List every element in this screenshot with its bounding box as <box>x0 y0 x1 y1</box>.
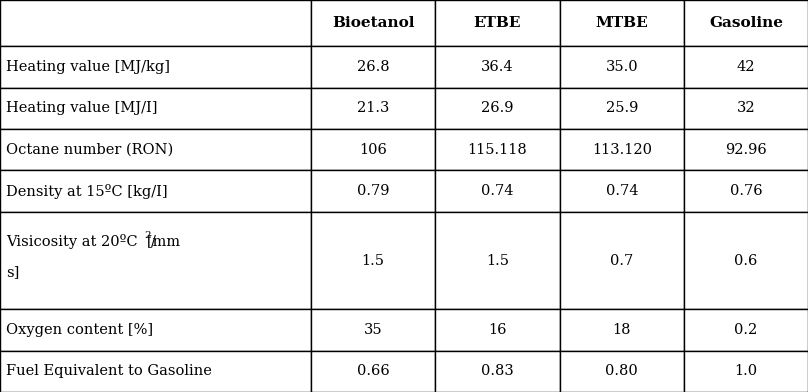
Text: 35.0: 35.0 <box>605 60 638 74</box>
Text: 0.79: 0.79 <box>357 184 389 198</box>
Text: 0.66: 0.66 <box>357 364 389 378</box>
Bar <box>0 350 311 392</box>
Text: 1.5: 1.5 <box>486 254 509 267</box>
Text: 35: 35 <box>364 323 382 337</box>
Bar <box>0 88 311 129</box>
Bar <box>436 212 560 309</box>
Text: 113.120: 113.120 <box>591 143 652 157</box>
Text: 1.0: 1.0 <box>734 364 758 378</box>
Bar <box>311 212 436 309</box>
Text: MTBE: MTBE <box>595 16 648 30</box>
Bar <box>560 350 684 392</box>
Bar <box>436 46 560 88</box>
Text: 0.76: 0.76 <box>730 184 762 198</box>
Text: s]: s] <box>6 265 20 279</box>
Bar <box>0 46 311 88</box>
Bar <box>684 0 808 46</box>
Text: Visicosity at 20ºC  [mm: Visicosity at 20ºC [mm <box>6 234 181 249</box>
Text: ETBE: ETBE <box>473 16 521 30</box>
Bar <box>560 129 684 171</box>
Text: 32: 32 <box>737 102 755 115</box>
Bar <box>560 171 684 212</box>
Text: Bioetanol: Bioetanol <box>332 16 415 30</box>
Bar <box>560 0 684 46</box>
Text: 1.5: 1.5 <box>362 254 385 267</box>
Text: Density at 15ºC [kg/I]: Density at 15ºC [kg/I] <box>6 183 168 199</box>
Text: 0.7: 0.7 <box>610 254 633 267</box>
Bar <box>684 171 808 212</box>
Text: 16: 16 <box>488 323 507 337</box>
Text: 115.118: 115.118 <box>468 143 528 157</box>
Text: Octane number (RON): Octane number (RON) <box>6 143 174 157</box>
Text: Fuel Equivalent to Gasoline: Fuel Equivalent to Gasoline <box>6 364 213 378</box>
Bar <box>684 350 808 392</box>
Bar <box>560 46 684 88</box>
Bar <box>684 309 808 350</box>
Bar <box>311 171 436 212</box>
Text: 25.9: 25.9 <box>605 102 638 115</box>
Bar <box>684 88 808 129</box>
Bar <box>311 88 436 129</box>
Text: /: / <box>151 234 156 248</box>
Bar <box>0 309 311 350</box>
Text: 36.4: 36.4 <box>482 60 514 74</box>
Text: 18: 18 <box>612 323 631 337</box>
Bar <box>311 0 436 46</box>
Bar <box>436 350 560 392</box>
Text: 21.3: 21.3 <box>357 102 389 115</box>
Bar <box>311 350 436 392</box>
Bar <box>436 171 560 212</box>
Text: Heating value [MJ/I]: Heating value [MJ/I] <box>6 102 158 115</box>
Bar <box>0 0 311 46</box>
Text: 26.8: 26.8 <box>357 60 389 74</box>
Bar <box>0 129 311 171</box>
Bar <box>560 309 684 350</box>
Bar <box>311 46 436 88</box>
Text: 0.83: 0.83 <box>481 364 514 378</box>
Bar <box>0 171 311 212</box>
Text: 0.74: 0.74 <box>482 184 514 198</box>
Bar <box>436 88 560 129</box>
Bar <box>436 129 560 171</box>
Bar <box>684 212 808 309</box>
Text: 92.96: 92.96 <box>725 143 767 157</box>
Text: Oxygen content [%]: Oxygen content [%] <box>6 323 154 337</box>
Bar <box>311 129 436 171</box>
Bar <box>311 309 436 350</box>
Text: 0.2: 0.2 <box>734 323 758 337</box>
Bar <box>560 212 684 309</box>
Bar <box>560 88 684 129</box>
Bar <box>0 212 311 309</box>
Bar <box>436 309 560 350</box>
Text: 42: 42 <box>737 60 755 74</box>
Bar <box>436 0 560 46</box>
Text: Gasoline: Gasoline <box>709 16 783 30</box>
Text: 26.9: 26.9 <box>482 102 514 115</box>
Text: 0.74: 0.74 <box>605 184 638 198</box>
Bar <box>684 46 808 88</box>
Text: 2: 2 <box>145 230 151 240</box>
Text: 106: 106 <box>360 143 387 157</box>
Text: 0.6: 0.6 <box>734 254 758 267</box>
Text: 0.80: 0.80 <box>605 364 638 378</box>
Bar <box>684 129 808 171</box>
Text: Heating value [MJ/kg]: Heating value [MJ/kg] <box>6 60 170 74</box>
